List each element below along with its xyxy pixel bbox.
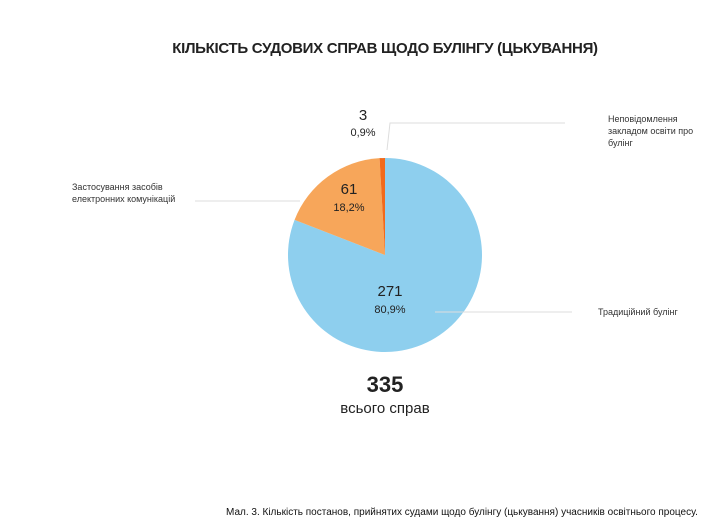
pie-slice-electronic xyxy=(294,158,385,255)
total-value: 335 xyxy=(366,372,404,397)
slice-percent-unreported: 0,9% xyxy=(350,127,376,139)
slice-value-unreported: 3 xyxy=(358,107,368,124)
legend-label-unreported: Неповідомлення закладом освіти про булін… xyxy=(608,114,694,148)
slice-percent-electronic: 18,2% xyxy=(333,202,365,214)
pie-slice-unreported xyxy=(379,158,385,255)
chart-title: КІЛЬКІСТЬ СУДОВИХ СПРАВ ЩОДО БУЛІНГУ (ЦЬ… xyxy=(172,40,598,57)
slice-value-traditional: 271 xyxy=(377,283,403,300)
legend-label-traditional: Традиційний булінг xyxy=(598,307,678,317)
figure-caption: Мал. 3. Кількість постанов, прийнятих су… xyxy=(226,507,698,518)
pie-slice-traditional xyxy=(287,158,482,352)
total-label: всього справ xyxy=(340,400,430,417)
leader-line-unreported xyxy=(386,122,565,151)
slice-percent-traditional: 80,9% xyxy=(374,304,406,316)
legend-label-electronic: Застосування засобів електронних комунік… xyxy=(72,182,176,204)
slice-value-electronic: 61 xyxy=(340,181,358,198)
